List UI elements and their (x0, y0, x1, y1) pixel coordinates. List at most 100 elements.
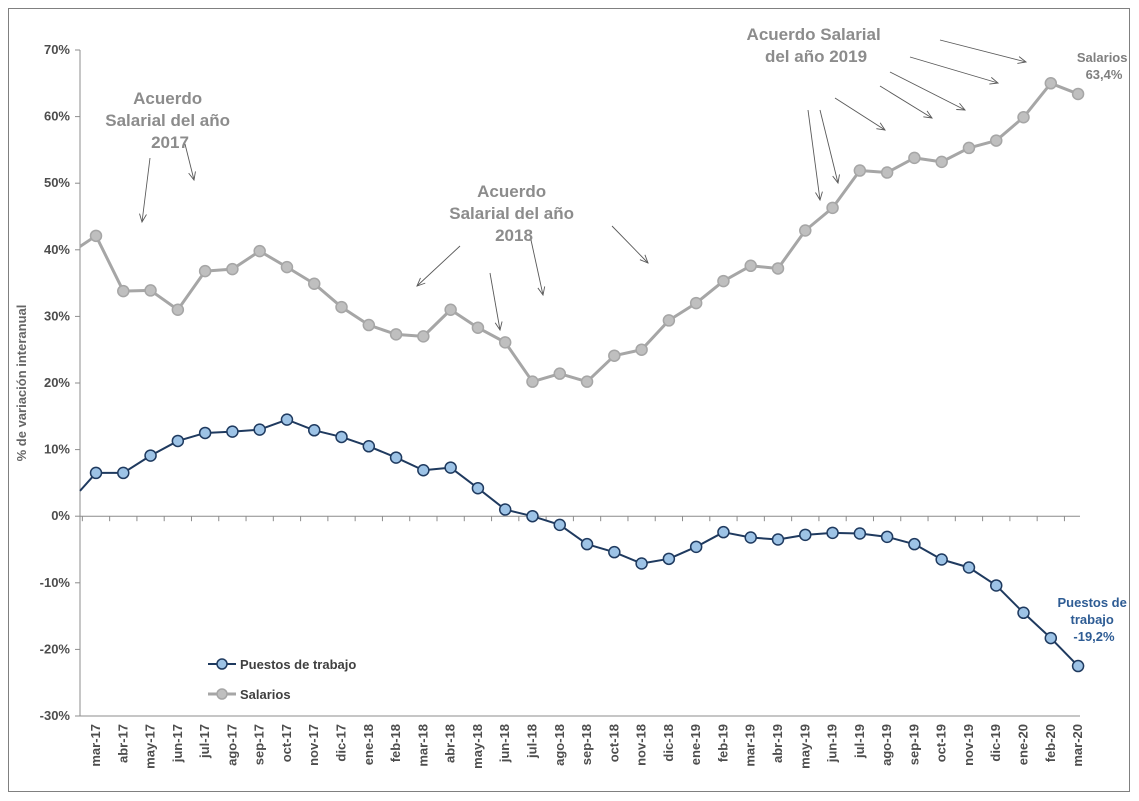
point-salarios (171, 303, 185, 316)
x-tick-label: dic-18 (661, 724, 676, 762)
point-salarios (117, 284, 130, 298)
point-salarios (498, 336, 512, 349)
point-salarios (1044, 77, 1058, 90)
x-tick-label: dic-19 (988, 724, 1003, 762)
point-puestos (580, 537, 594, 551)
point-puestos (880, 530, 894, 544)
series-salarios (79, 77, 1085, 388)
point-salarios (553, 367, 567, 380)
x-tick-label: oct-18 (606, 724, 621, 762)
annotation-arrow (819, 109, 840, 185)
point-salarios (1017, 111, 1030, 124)
point-puestos (935, 553, 948, 566)
point-salarios (307, 277, 321, 291)
x-tick-label: ene-18 (361, 724, 376, 765)
point-puestos (744, 531, 757, 544)
x-tick-label: jun-17 (170, 724, 185, 763)
annotation-arrow (889, 71, 967, 111)
puestos-end-label-line1: Puestos de (1058, 595, 1127, 610)
point-puestos (471, 481, 485, 495)
legend-marker-puestos (216, 658, 228, 670)
point-salarios (417, 330, 430, 343)
puestos-end-label-line3: -19,2% (1073, 629, 1115, 644)
annotation-arrow (184, 143, 196, 182)
salarios-end-label-line2: 63,4% (1086, 67, 1123, 82)
legend-label-puestos: Puestos de trabajo (240, 657, 356, 672)
annotation-2019-line2: del año 2019 (765, 47, 867, 66)
point-puestos (171, 434, 185, 448)
puestos-end-label-line2: trabajo (1071, 612, 1114, 627)
annotation-2018-line1: Acuerdo (477, 182, 546, 201)
x-tick-label: nov-17 (306, 724, 321, 766)
y-tick-label: -10% (40, 575, 71, 590)
y-tick-label: 20% (44, 375, 70, 390)
legend-label-salarios: Salarios (240, 687, 291, 702)
y-tick-label: 10% (44, 442, 70, 457)
point-puestos (1071, 659, 1085, 673)
point-puestos (717, 525, 730, 539)
annotation-2018-line3: 2018 (495, 226, 533, 245)
point-salarios (935, 155, 948, 169)
y-tick-label: 60% (44, 109, 70, 124)
series-puestos (79, 413, 1085, 673)
point-salarios (771, 262, 785, 275)
x-tick-label: nov-18 (634, 724, 649, 766)
annotation-2019: Acuerdo Salarial del año 2019 (747, 25, 886, 66)
puestos-end-label: Puestos de trabajo -19,2% (1058, 595, 1131, 644)
point-puestos (662, 552, 676, 566)
annotation-arrow (139, 157, 151, 224)
point-salarios (662, 314, 676, 327)
annotation-arrow (807, 109, 823, 202)
annotation-arrow (611, 225, 649, 264)
point-salarios (635, 343, 648, 356)
point-puestos (117, 466, 130, 480)
y-tick-label: 0% (51, 508, 70, 523)
y-tick-label: 50% (44, 175, 70, 190)
point-salarios (826, 201, 839, 215)
point-puestos (444, 461, 457, 474)
point-puestos (362, 440, 376, 453)
point-puestos (498, 503, 512, 516)
point-salarios (1071, 87, 1085, 101)
x-tick-label: mar-20 (1070, 724, 1085, 767)
annotations-layer: Acuerdo Salarial del año 2017 Acuerdo Sa… (105, 25, 1131, 644)
annotation-2019-line1: Acuerdo Salarial (747, 25, 881, 44)
point-puestos (826, 526, 839, 540)
point-salarios (908, 151, 921, 165)
x-tick-label: may-18 (470, 724, 485, 769)
x-tick-label: feb-19 (715, 724, 730, 762)
point-puestos (989, 579, 1003, 592)
x-tick-label: ene-20 (1016, 724, 1031, 765)
point-puestos (307, 424, 321, 437)
point-puestos (635, 557, 648, 570)
point-salarios (799, 224, 812, 237)
x-tick-label: jul-17 (197, 724, 212, 759)
point-salarios (335, 300, 348, 314)
point-salarios (471, 321, 485, 334)
point-puestos (389, 451, 403, 464)
point-salarios (89, 229, 103, 243)
point-puestos (1044, 631, 1058, 645)
point-puestos (962, 561, 976, 574)
salarios-end-label-line1: Salarios (1077, 50, 1128, 65)
legend-item-salarios: Salarios (208, 687, 291, 702)
point-salarios (717, 274, 730, 288)
y-tick-label: 30% (44, 308, 70, 323)
series-layer (79, 77, 1085, 673)
point-salarios (962, 141, 976, 155)
point-puestos (144, 449, 157, 462)
point-salarios (880, 166, 894, 179)
point-puestos (553, 518, 567, 532)
point-puestos (335, 430, 348, 444)
y-axis-title: % de variación interanual (14, 305, 29, 462)
x-tick-label: dic-17 (334, 724, 349, 762)
annotation-arrow (879, 85, 933, 119)
point-salarios (226, 262, 239, 276)
point-salarios (608, 349, 621, 362)
point-salarios (744, 259, 757, 273)
legend-item-puestos: Puestos de trabajo (208, 657, 356, 672)
chart-axes: 70% 60% 50% 40% 30% 20% 10% 0% -10% -20% -30% % de … (14, 42, 1085, 769)
x-tick-label: abr-17 (115, 724, 130, 763)
point-salarios (444, 303, 457, 316)
point-salarios (580, 375, 594, 388)
